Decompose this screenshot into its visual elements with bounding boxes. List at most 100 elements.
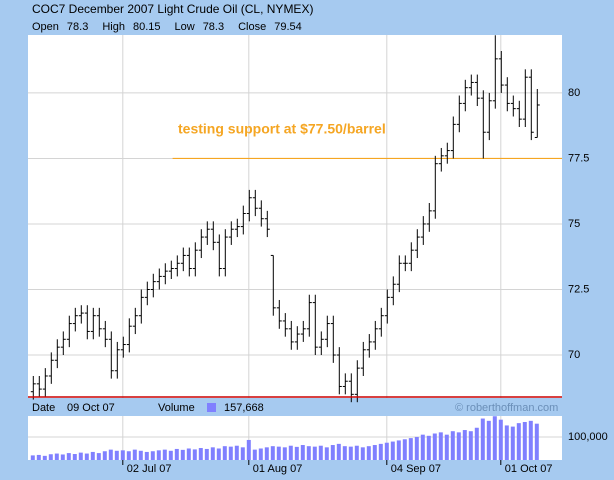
volume-bar xyxy=(300,445,305,460)
x-tick-label: 04 Sep 07 xyxy=(391,463,441,475)
volume-bar xyxy=(402,439,407,460)
volume-bar xyxy=(210,447,215,460)
ohlc-label: Low xyxy=(175,21,195,33)
y-tick-label: 70 xyxy=(568,349,580,361)
volume-bar xyxy=(150,451,155,460)
volume-bar xyxy=(348,446,353,460)
volume-bar xyxy=(120,450,125,460)
volume-bar xyxy=(60,454,65,460)
volume-swatch xyxy=(207,403,216,412)
volume-bar xyxy=(54,453,59,460)
status-label: Volume xyxy=(158,402,195,414)
volume-bar xyxy=(222,446,227,460)
volume-bar xyxy=(228,446,233,460)
volume-bar xyxy=(42,455,47,460)
volume-bar xyxy=(258,448,263,460)
volume-bar xyxy=(30,455,35,460)
volume-bar xyxy=(240,447,245,460)
volume-bar xyxy=(126,451,131,460)
volume-bar xyxy=(468,431,473,460)
ohlc-value: 78.3 xyxy=(203,21,224,33)
volume-bar xyxy=(252,449,257,460)
volume-bar xyxy=(48,454,53,460)
volume-bar xyxy=(78,452,83,460)
volume-bar xyxy=(66,453,71,460)
volume-bar xyxy=(426,435,431,460)
volume-bar xyxy=(312,446,317,460)
volume-bar xyxy=(72,454,77,460)
status-date: 09 Oct 07 xyxy=(67,402,115,414)
volume-bar xyxy=(354,445,359,460)
x-tick-label: 01 Aug 07 xyxy=(253,463,303,475)
volume-bar xyxy=(486,420,491,460)
volume-bar xyxy=(360,447,365,460)
volume-bar xyxy=(294,446,299,460)
ohlc-label: Open xyxy=(32,21,59,33)
ohlc-value: 80.15 xyxy=(133,21,161,33)
volume-bar xyxy=(234,445,239,460)
ohlc-value: 79.54 xyxy=(274,21,302,33)
volume-bar xyxy=(162,449,167,460)
annotation: testing support at $77.50/barrel xyxy=(178,121,386,137)
grid xyxy=(28,35,562,460)
volume-bar xyxy=(372,445,377,460)
volume-bar xyxy=(342,446,347,460)
volume-bar xyxy=(264,447,269,460)
ohlc-value: 78.3 xyxy=(67,21,88,33)
volume-bar xyxy=(330,445,335,460)
volume-bar xyxy=(186,448,191,460)
volume-bar xyxy=(414,436,419,460)
volume-bar xyxy=(444,434,449,460)
volume-bar xyxy=(36,454,41,460)
volume-bar xyxy=(216,448,221,460)
volume-bar xyxy=(282,447,287,460)
volume-bar xyxy=(324,447,329,460)
volume-bar xyxy=(144,451,149,460)
volume-bar xyxy=(174,448,179,460)
x-tick-label: 02 Jul 07 xyxy=(127,463,172,475)
volume-bar xyxy=(420,434,425,460)
volume-bar xyxy=(156,450,161,460)
volume-bar xyxy=(276,446,281,460)
volume-bar xyxy=(510,426,515,460)
volume-bar xyxy=(516,423,521,460)
volume-bar xyxy=(270,446,275,460)
ohlc-label: Close xyxy=(238,21,266,33)
y-tick-label: 77.5 xyxy=(568,152,589,164)
volume-bar xyxy=(84,453,89,460)
y-tick-label: 100,000 xyxy=(568,431,608,443)
volume-bar xyxy=(462,430,467,460)
volume-bar xyxy=(102,451,107,460)
volume-bar xyxy=(288,445,293,460)
volume-bar xyxy=(108,449,113,460)
volume-bar xyxy=(96,453,101,460)
volume-bar xyxy=(366,446,371,460)
volume-bar xyxy=(192,449,197,460)
volume-bar xyxy=(534,423,539,460)
volume-bar xyxy=(114,450,119,460)
volume-bar xyxy=(498,419,503,460)
volume-bar xyxy=(336,443,341,460)
volume-bar xyxy=(90,451,95,460)
volume-bar xyxy=(504,425,509,460)
volume-bar xyxy=(306,446,311,460)
y-tick-label: 80 xyxy=(568,87,580,99)
watermark: © roberthoffman.com xyxy=(455,402,558,414)
volume-bar xyxy=(432,433,437,460)
ohlc-label: High xyxy=(102,21,125,33)
y-tick-label: 75 xyxy=(568,218,580,230)
price-panel xyxy=(28,35,562,398)
volume-bar xyxy=(480,418,485,460)
chart-title: COC7 December 2007 Light Crude Oil (CL, … xyxy=(32,2,313,16)
volume-bar xyxy=(492,416,497,460)
volume-bar xyxy=(198,448,203,460)
volume-bar xyxy=(180,449,185,460)
y-tick-label: 72.5 xyxy=(568,283,589,295)
x-tick-label: 01 Oct 07 xyxy=(505,463,553,475)
volume-bar xyxy=(408,438,413,460)
volume-bar xyxy=(246,439,251,460)
status-label: Date xyxy=(32,402,55,414)
volume-bar xyxy=(396,440,401,460)
volume-bar xyxy=(132,449,137,460)
